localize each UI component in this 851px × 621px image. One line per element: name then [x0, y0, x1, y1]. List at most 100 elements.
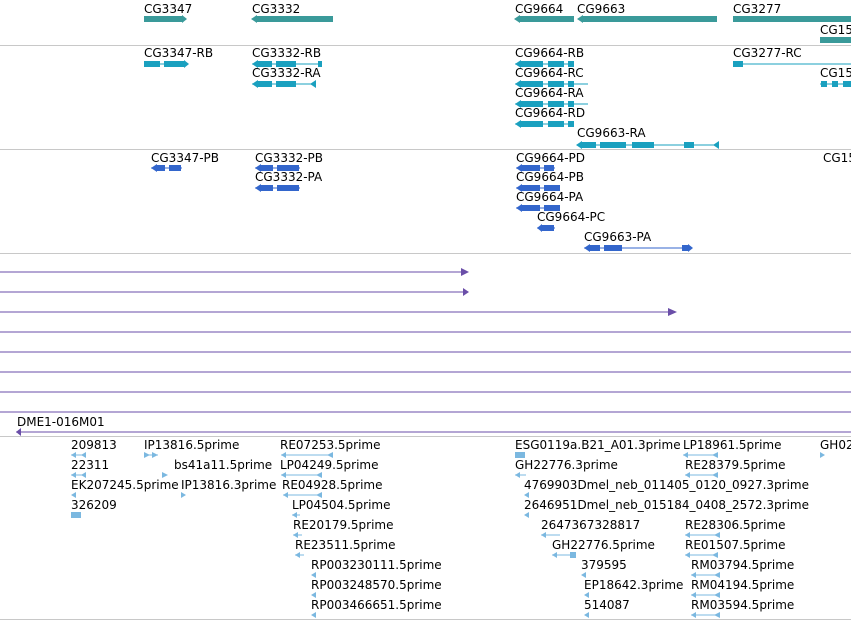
gene-bar[interactable] — [251, 15, 333, 23]
gene-label[interactable]: CG3332 — [252, 2, 301, 16]
est-label[interactable]: EP18642.3prime — [584, 578, 684, 592]
est-label[interactable]: 2646951Dmel_neb_015184_0408_2572.3prime — [524, 498, 809, 512]
est-label[interactable]: IP13816.3prime — [181, 478, 277, 492]
est-label[interactable]: RE07253.5prime — [280, 438, 381, 452]
transcript-label[interactable]: CG15 — [820, 66, 851, 80]
transcript-label[interactable]: CG9664-RC — [515, 66, 584, 80]
est-label[interactable]: 209813 — [71, 438, 117, 452]
gene-bar[interactable] — [577, 15, 717, 23]
transcript-model[interactable] — [733, 61, 851, 67]
protein-label[interactable]: CG3332-PB — [255, 151, 324, 165]
est-feature[interactable] — [685, 552, 718, 558]
est-feature[interactable] — [71, 512, 81, 518]
est-feature[interactable] — [581, 572, 586, 578]
est-feature[interactable] — [311, 572, 316, 578]
est-feature[interactable] — [524, 492, 529, 498]
est-feature[interactable] — [281, 472, 322, 478]
protein-label[interactable]: CG9664-PA — [516, 190, 584, 204]
est-label[interactable]: 514087 — [584, 598, 630, 612]
est-label[interactable]: EK207245.5prime — [71, 478, 179, 492]
alignment-label[interactable]: DME1-016M01 — [17, 415, 105, 429]
transcript-label[interactable]: CG9663-RA — [577, 126, 646, 140]
transcript-model[interactable] — [515, 120, 574, 128]
transcript-label[interactable]: CG3332-RA — [252, 66, 321, 80]
transcript-model[interactable] — [515, 100, 588, 108]
est-feature[interactable] — [552, 552, 576, 558]
transcript-model[interactable] — [252, 60, 322, 68]
transcript-model[interactable] — [515, 60, 574, 68]
protein-model[interactable] — [584, 244, 693, 252]
alignment-line[interactable] — [16, 428, 851, 436]
est-feature[interactable] — [162, 472, 168, 478]
est-label[interactable]: IP13816.5prime — [144, 438, 240, 452]
est-label[interactable]: RM04194.5prime — [691, 578, 795, 592]
est-label[interactable]: 326209 — [71, 498, 117, 512]
protein-label[interactable]: CG3332-PA — [255, 170, 323, 184]
est-feature[interactable] — [283, 492, 322, 498]
est-label[interactable]: 379595 — [581, 558, 627, 572]
est-label[interactable]: LP04504.5prime — [292, 498, 391, 512]
est-feature[interactable] — [181, 492, 186, 498]
protein-label[interactable]: CG9664-PB — [516, 170, 585, 184]
est-label[interactable]: RE01507.5prime — [685, 538, 786, 552]
est-label[interactable]: 4769903Dmel_neb_011405_0120_0927.3prime — [524, 478, 809, 492]
est-label[interactable]: RP003466651.5prime — [311, 598, 442, 612]
est-feature[interactable] — [293, 532, 302, 538]
est-label[interactable]: RP003248570.5prime — [311, 578, 442, 592]
gene-label[interactable]: CG15 — [820, 23, 851, 37]
est-label[interactable]: RE28306.5prime — [685, 518, 786, 532]
transcript-label[interactable]: CG3277-RC — [733, 46, 802, 60]
transcript-label[interactable]: CG9664-RB — [515, 46, 585, 60]
gene-label[interactable]: CG3277 — [733, 2, 782, 16]
protein-label[interactable]: CG9663-PA — [584, 230, 652, 244]
est-feature[interactable] — [311, 592, 316, 598]
gene-label[interactable]: CG9663 — [577, 2, 626, 16]
gene-label[interactable]: CG9664 — [515, 2, 564, 16]
est-feature[interactable] — [691, 572, 720, 578]
est-label[interactable]: RE23511.5prime — [295, 538, 396, 552]
est-feature[interactable] — [685, 532, 720, 538]
est-label[interactable]: RE20179.5prime — [293, 518, 394, 532]
est-feature[interactable] — [683, 452, 718, 458]
est-label[interactable]: 2647367328817 — [541, 518, 641, 532]
protein-model[interactable] — [151, 164, 182, 172]
protein-model[interactable] — [255, 184, 300, 192]
est-feature[interactable] — [292, 512, 300, 518]
est-feature[interactable] — [71, 492, 76, 498]
est-feature[interactable] — [584, 592, 589, 598]
est-label[interactable]: 22311 — [71, 458, 110, 472]
transcript-model[interactable] — [144, 60, 189, 68]
protein-model[interactable] — [255, 164, 300, 172]
protein-label[interactable]: CG3347-PB — [151, 151, 220, 165]
transcript-label[interactable]: CG9664-RA — [515, 86, 584, 100]
est-label[interactable]: RP003230111.5prime — [311, 558, 442, 572]
est-feature[interactable] — [541, 532, 560, 538]
est-label[interactable]: GH22776.5prime — [552, 538, 655, 552]
transcript-model[interactable] — [820, 81, 851, 87]
protein-label[interactable]: CG9664-PD — [516, 151, 586, 165]
est-feature[interactable] — [71, 452, 86, 458]
est-feature[interactable] — [691, 612, 720, 618]
gene-bar[interactable] — [144, 15, 187, 23]
est-label[interactable]: RM03794.5prime — [691, 558, 795, 572]
est-label[interactable]: GH22776.3prime — [515, 458, 618, 472]
transcript-label[interactable]: CG9664-RD — [515, 106, 586, 120]
est-label[interactable]: RE28379.5prime — [685, 458, 786, 472]
transcript-model[interactable] — [515, 80, 588, 88]
est-feature[interactable] — [820, 452, 825, 458]
est-label[interactable]: bs41a11.5prime — [174, 458, 273, 472]
gene-bar[interactable] — [733, 16, 851, 22]
protein-model[interactable] — [516, 204, 560, 212]
est-feature[interactable] — [685, 472, 718, 478]
est-label[interactable]: ESG0119a.B21_A01.3prime — [515, 438, 681, 452]
protein-model[interactable] — [516, 164, 555, 172]
alignment-line[interactable] — [0, 268, 469, 276]
est-feature[interactable] — [691, 592, 720, 598]
est-feature[interactable] — [281, 452, 333, 458]
transcript-label[interactable]: CG3347-RB — [144, 46, 214, 60]
est-label[interactable]: RM03594.5prime — [691, 598, 795, 612]
alignment-line[interactable] — [0, 288, 469, 296]
est-feature[interactable] — [515, 452, 525, 458]
protein-model[interactable] — [537, 224, 555, 232]
est-feature[interactable] — [524, 512, 529, 518]
